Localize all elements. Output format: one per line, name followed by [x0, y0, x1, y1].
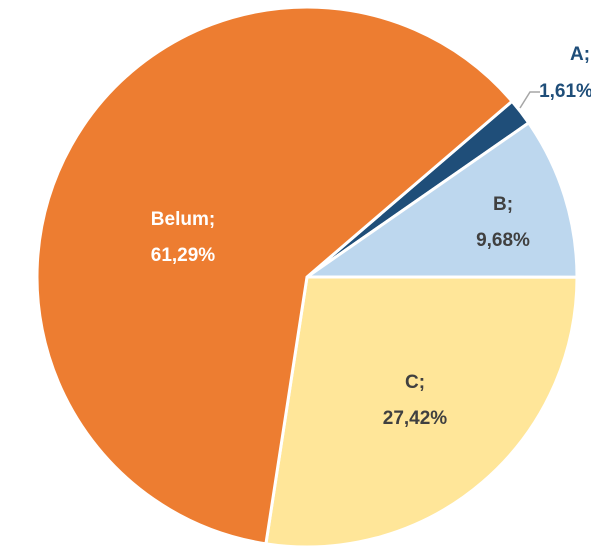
slice-label: C;: [405, 372, 425, 393]
slice-label: Belum;: [151, 209, 215, 230]
pie-slice: [302, 120, 579, 279]
slice-value-label: 27,42%: [383, 408, 448, 429]
slice-value-label: 1,61%: [539, 81, 591, 102]
slice-value-label: 9,68%: [476, 230, 530, 251]
slice-label: A;: [570, 44, 590, 65]
leader-line: [519, 91, 540, 109]
slice-value-label: 61,29%: [151, 245, 216, 266]
pie-slice: [264, 275, 579, 549]
slice-label: B;: [493, 194, 513, 215]
pie-slice: [35, 5, 515, 546]
